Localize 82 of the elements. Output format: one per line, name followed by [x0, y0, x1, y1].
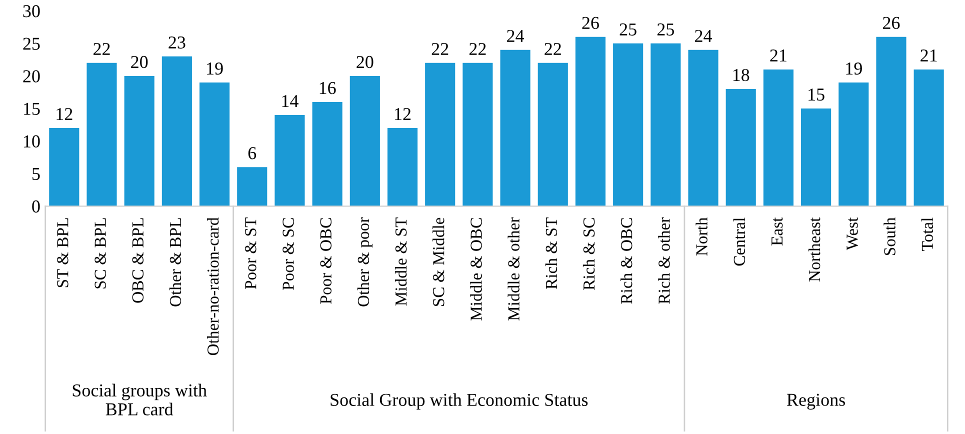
x-tick-label: Middle & other: [508, 217, 520, 320]
x-tick-label: OBC & BPL: [132, 218, 144, 303]
x-tick-label: Other & BPL: [169, 218, 182, 306]
x-tick-label: Poor & ST: [245, 218, 256, 290]
bar: [387, 128, 418, 206]
data-label: 18: [733, 68, 750, 82]
data-label: 21: [920, 49, 937, 62]
data-label: 15: [808, 88, 824, 101]
x-tick-label: SC & BPL: [94, 218, 106, 288]
bar: [876, 36, 906, 206]
x-tick-label: West: [846, 217, 858, 250]
y-tick-label: 25: [23, 38, 40, 50]
x-tick-label: Northeast: [808, 217, 820, 282]
y-tick-label: 20: [23, 70, 40, 82]
x-tick-label: Other & poor: [357, 217, 372, 306]
bar: [462, 62, 493, 206]
x-tick-label: Total: [921, 218, 934, 251]
data-label: 12: [395, 108, 411, 120]
x-tick-label: Middle & ST: [394, 218, 407, 306]
bar: [575, 36, 606, 206]
text: Social Group with Economic Status: [330, 393, 588, 410]
x-tick-label: Central: [733, 218, 746, 266]
data-label: 19: [846, 62, 862, 75]
data-label: 20: [356, 56, 374, 68]
x-tick-label: Other-no-ration-card: [206, 217, 219, 356]
data-label: 19: [207, 62, 223, 75]
x-tick-label: Poor & SC: [282, 218, 294, 290]
data-label: 22: [469, 42, 486, 55]
data-label: 26: [883, 16, 900, 30]
bar: [425, 62, 456, 206]
x-tick-label: Rich & OBC: [620, 218, 632, 304]
bar: [274, 115, 305, 206]
bar: [237, 167, 268, 206]
x-tick-label: North: [696, 217, 708, 256]
y-tick-label: 30: [23, 5, 40, 18]
data-label: 12: [56, 108, 72, 120]
bar: [538, 62, 568, 206]
bar: [199, 82, 230, 206]
data-label: 22: [432, 42, 448, 55]
x-tick-label: Rich & SC: [582, 218, 595, 290]
text: Regions: [786, 394, 845, 410]
bar: [500, 50, 530, 206]
data-label: 22: [94, 42, 110, 55]
bar: [613, 43, 644, 206]
x-tick-label: Middle & OBC: [470, 218, 482, 320]
bar: [763, 69, 794, 206]
bar: [726, 88, 756, 206]
bar: [350, 76, 380, 206]
bar: [801, 108, 832, 206]
data-label: 6: [248, 147, 256, 160]
data-label: 25: [620, 23, 636, 36]
bar: [49, 128, 80, 206]
data-label: 23: [168, 36, 186, 49]
x-tick-label: SC & Middle: [432, 218, 444, 306]
y-tick-label: 5: [32, 168, 40, 180]
y-tick-label: 15: [24, 102, 40, 115]
data-label: 24: [507, 30, 524, 42]
bar: [650, 43, 681, 206]
bar: [838, 82, 869, 206]
x-tick-label: South: [884, 217, 896, 256]
data-label: 22: [544, 42, 561, 55]
bar: [688, 50, 718, 206]
bar: [914, 69, 944, 206]
y-tick-label: 0: [32, 200, 40, 213]
x-tick-label: Rich & other: [658, 217, 670, 304]
x-tick-label: ST & BPL: [57, 218, 68, 288]
x-tick-label: Poor & OBC: [320, 218, 332, 304]
bar: [162, 56, 192, 206]
data-label: 24: [695, 30, 712, 42]
x-tick-label: Rich & ST: [545, 218, 558, 290]
data-label: 26: [582, 16, 599, 30]
text: Social groups with BPL card: [72, 384, 207, 416]
data-label: 14: [282, 95, 298, 107]
data-label: 21: [770, 49, 786, 62]
bar: [312, 102, 342, 206]
data-label: 16: [320, 82, 336, 94]
y-tick-label: 10: [24, 135, 40, 148]
x-tick-label: East: [772, 217, 783, 246]
bar: [124, 76, 154, 206]
data-label: 25: [657, 23, 674, 36]
data-label: 20: [131, 56, 148, 68]
bar: [86, 62, 117, 206]
